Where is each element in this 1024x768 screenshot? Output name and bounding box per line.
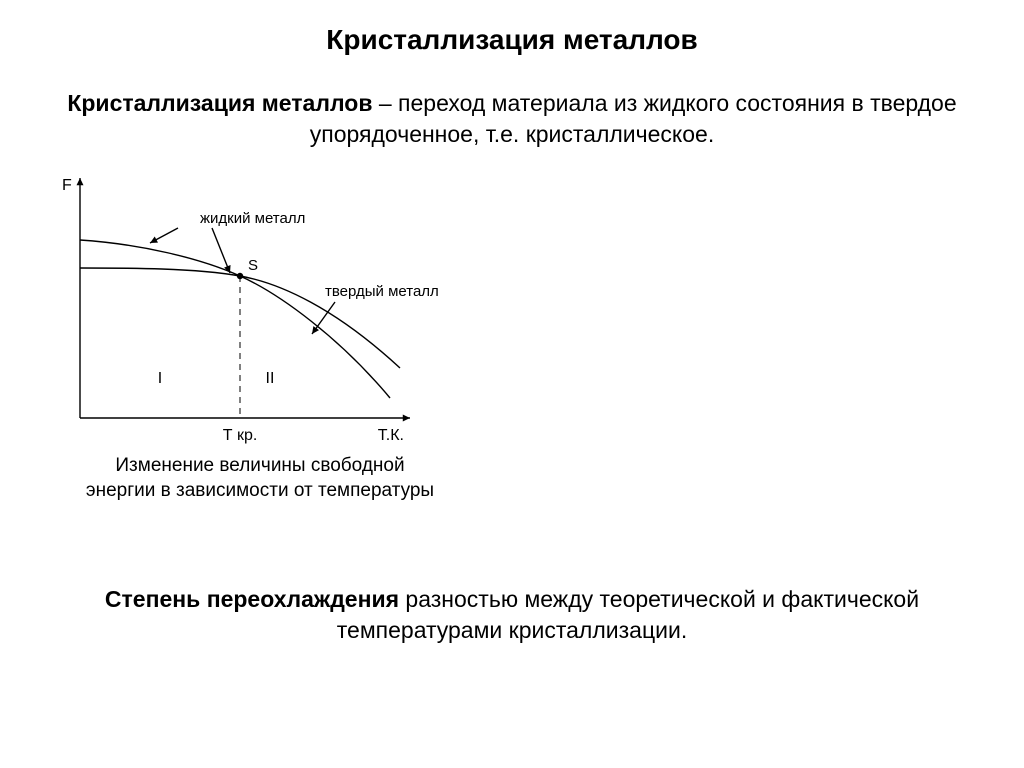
svg-text:II: II bbox=[266, 370, 275, 387]
svg-text:Т кр.: Т кр. bbox=[223, 427, 258, 444]
diagram-svg: FТ.К.Т кр.SIIIжидкий металлтвердый метал… bbox=[50, 168, 470, 448]
free-energy-diagram: FТ.К.Т кр.SIIIжидкий металлтвердый метал… bbox=[50, 168, 470, 448]
page-title: Кристаллизация металлов bbox=[0, 24, 1024, 56]
diagram-caption-line2: энергии в зависимости от температуры bbox=[86, 480, 434, 501]
diagram-caption: Изменение величины свободной энергии в з… bbox=[50, 454, 470, 503]
supercooling-rest: разностью между теоретической и фактичес… bbox=[337, 586, 919, 643]
free-energy-diagram-block: FТ.К.Т кр.SIIIжидкий металлтвердый метал… bbox=[50, 168, 530, 503]
definition-rest: – переход материала из жидкого состояния… bbox=[310, 90, 957, 147]
supercooling-term: Степень переохлаждения bbox=[105, 586, 399, 612]
svg-text:твердый металл: твердый металл bbox=[325, 283, 439, 300]
svg-text:Т.К.: Т.К. bbox=[378, 427, 404, 444]
diagram-caption-line1: Изменение величины свободной bbox=[115, 455, 404, 476]
supercooling-definition: Степень переохлаждения разностью между т… bbox=[60, 584, 964, 646]
svg-text:I: I bbox=[158, 370, 162, 387]
svg-text:F: F bbox=[62, 177, 72, 194]
page: Кристаллизация металлов Кристаллизация м… bbox=[0, 0, 1024, 768]
definition-block: Кристаллизация металлов – переход матери… bbox=[60, 88, 964, 150]
definition-term: Кристаллизация металлов bbox=[67, 90, 372, 116]
svg-text:S: S bbox=[248, 257, 258, 274]
svg-text:жидкий металл: жидкий металл bbox=[200, 210, 305, 227]
